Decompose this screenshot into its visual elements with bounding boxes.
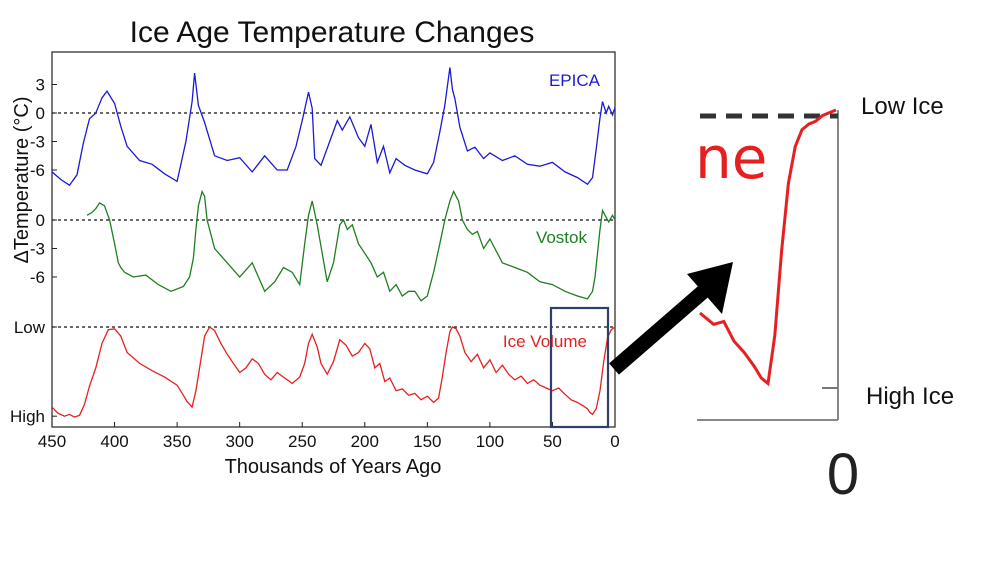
y-tick-label: 0: [36, 211, 45, 230]
series-line-ice-volume: [51, 326, 616, 418]
x-tick-label: 400: [100, 432, 128, 451]
x-tick-label: 200: [351, 432, 379, 451]
x-tick-label: 0: [610, 432, 619, 451]
y-tick-label: 3: [36, 76, 45, 95]
inset-x-tick: 0: [827, 442, 859, 507]
inset-label-high-ice: High Ice: [866, 383, 954, 410]
series-line-epica: [51, 67, 616, 187]
inset-label-low-ice: Low Ice: [861, 93, 944, 120]
chart-title: Ice Age Temperature Changes: [130, 16, 535, 49]
zoom-arrow: [609, 262, 733, 375]
series-label-vostok: Vostok: [536, 228, 588, 247]
plot-frame: [51, 51, 616, 428]
y-tick-label: 0: [36, 104, 45, 123]
y-tick-label: -6: [30, 268, 45, 287]
x-axis: 450 400 350 300 250 200 150 100 50 0: [38, 422, 620, 451]
series-line-vostok: [86, 189, 616, 302]
x-tick-label: 100: [476, 432, 504, 451]
reference-lines: [52, 112, 615, 328]
y-tick-label: High: [10, 407, 45, 426]
series-label-epica: EPICA: [549, 71, 601, 90]
y-tick-label: Low: [14, 318, 46, 337]
inset-zoom: ne 0 Low Ice High Ice: [695, 93, 954, 507]
x-tick-label: 150: [413, 432, 441, 451]
vostok-y-axis: 0 -3 -6: [30, 211, 57, 287]
ice-volume-y-axis: Low High: [10, 318, 57, 426]
y-axis-label: ΔTemperature (°C): [11, 97, 33, 264]
epica-y-axis: 3 0 -3 -6: [30, 76, 57, 180]
x-axis-label: Thousands of Years Ago: [225, 456, 442, 478]
y-tick-label: -3: [30, 240, 45, 259]
x-tick-label: 250: [288, 432, 316, 451]
inset-label-fragment: ne: [695, 124, 767, 192]
inset-series-line: [699, 108, 837, 387]
x-tick-label: 450: [38, 432, 66, 451]
x-tick-label: 300: [225, 432, 253, 451]
x-tick-label: 50: [543, 432, 562, 451]
y-tick-label: -3: [30, 133, 45, 152]
series-label-ice-volume: Ice Volume: [503, 332, 587, 351]
y-tick-label: -6: [30, 161, 45, 180]
x-tick-label: 350: [163, 432, 191, 451]
highlight-box: [549, 306, 610, 429]
